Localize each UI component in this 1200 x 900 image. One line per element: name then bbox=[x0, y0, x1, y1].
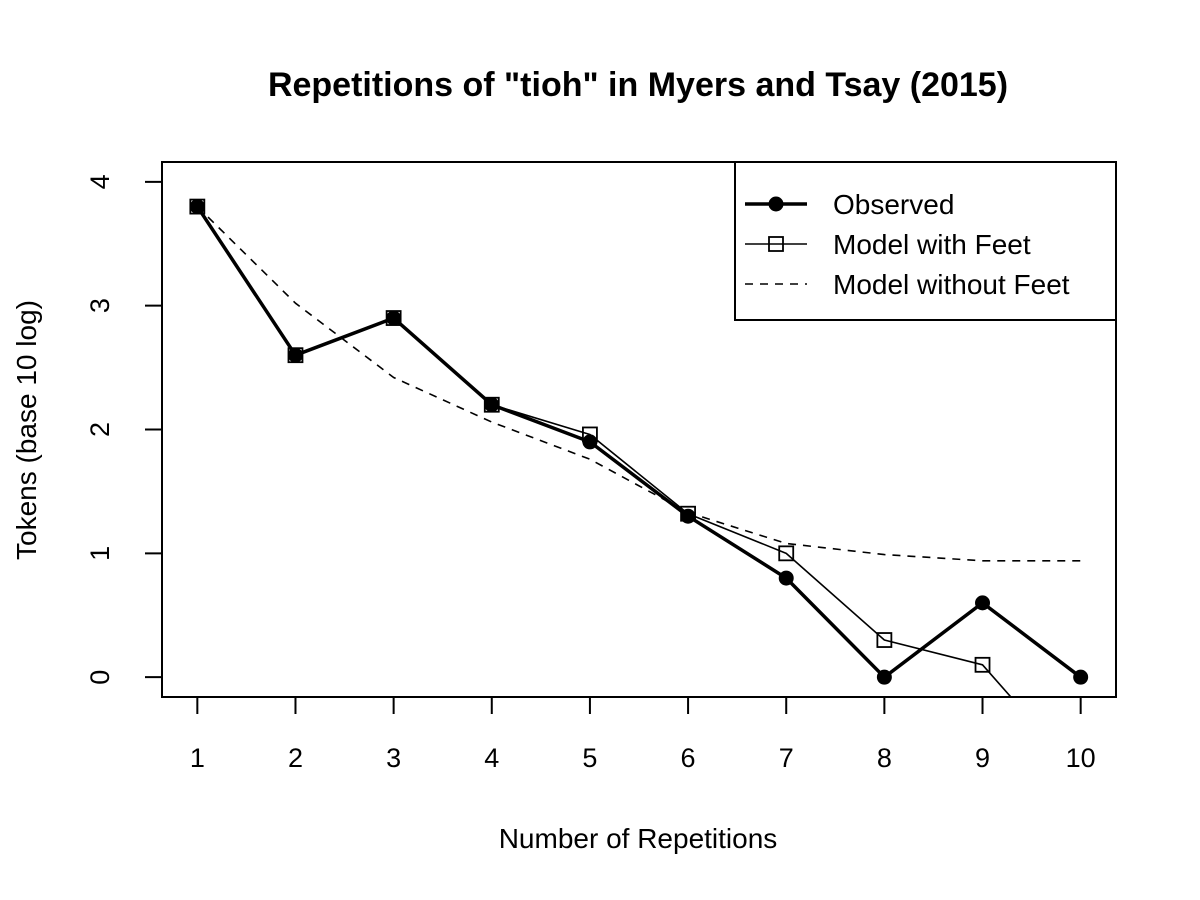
y-tick-label: 1 bbox=[85, 546, 115, 561]
chart-title: Repetitions of "tioh" in Myers and Tsay … bbox=[268, 66, 1008, 104]
axes-layer: 1 2 3 4 5 6 7 8 9 10 0 1 2 3 4 bbox=[85, 174, 1096, 773]
x-tick-label: 7 bbox=[779, 743, 794, 773]
y-axis-label: Tokens (base 10 log) bbox=[11, 300, 42, 560]
x-tick-label: 9 bbox=[975, 743, 990, 773]
x-tick-label: 3 bbox=[386, 743, 401, 773]
legend-marker-model-with-feet bbox=[768, 236, 784, 252]
point-observed bbox=[680, 508, 696, 524]
x-tick-label: 4 bbox=[484, 743, 499, 773]
legend: Observed Model with Feet Model without Fee… bbox=[734, 161, 1117, 321]
point-observed bbox=[778, 570, 794, 586]
point-model-with-feet bbox=[778, 545, 795, 562]
series-layer bbox=[189, 198, 1089, 697]
point-model-with-feet bbox=[876, 632, 893, 648]
point-observed bbox=[287, 347, 303, 363]
point-observed bbox=[189, 199, 205, 215]
point-model-with-feet bbox=[974, 656, 991, 673]
point-observed bbox=[386, 310, 402, 326]
legend-box bbox=[734, 161, 1117, 321]
legend-label-model-with-feet: Model with Feet bbox=[833, 229, 1031, 260]
point-observed bbox=[876, 669, 892, 685]
legend-label-model-without-feet: Model without Feet bbox=[833, 269, 1070, 300]
y-tick-label: 2 bbox=[85, 422, 115, 437]
x-tick-label: 2 bbox=[288, 743, 303, 773]
series-model-without-feet bbox=[196, 206, 1081, 562]
series-line-model-without-feet bbox=[196, 206, 1081, 562]
legend-label-observed: Observed bbox=[833, 189, 954, 220]
point-observed bbox=[484, 397, 500, 413]
y-tick-label: 4 bbox=[85, 174, 115, 189]
point-observed bbox=[975, 595, 991, 611]
point-observed bbox=[1073, 669, 1089, 685]
x-tick-label: 5 bbox=[582, 743, 597, 773]
x-tick-label: 8 bbox=[877, 743, 892, 773]
x-tick-label: 1 bbox=[190, 743, 205, 773]
y-tick-label: 3 bbox=[85, 298, 115, 313]
x-axis-label: Number of Repetitions bbox=[499, 823, 778, 854]
x-tick-label: 10 bbox=[1066, 743, 1096, 773]
legend-marker-observed bbox=[768, 196, 784, 212]
point-observed bbox=[582, 434, 598, 450]
y-tick-label: 0 bbox=[85, 670, 115, 685]
series-observed bbox=[189, 199, 1089, 685]
x-tick-label: 6 bbox=[681, 743, 696, 773]
series-line-observed bbox=[195, 205, 1082, 679]
